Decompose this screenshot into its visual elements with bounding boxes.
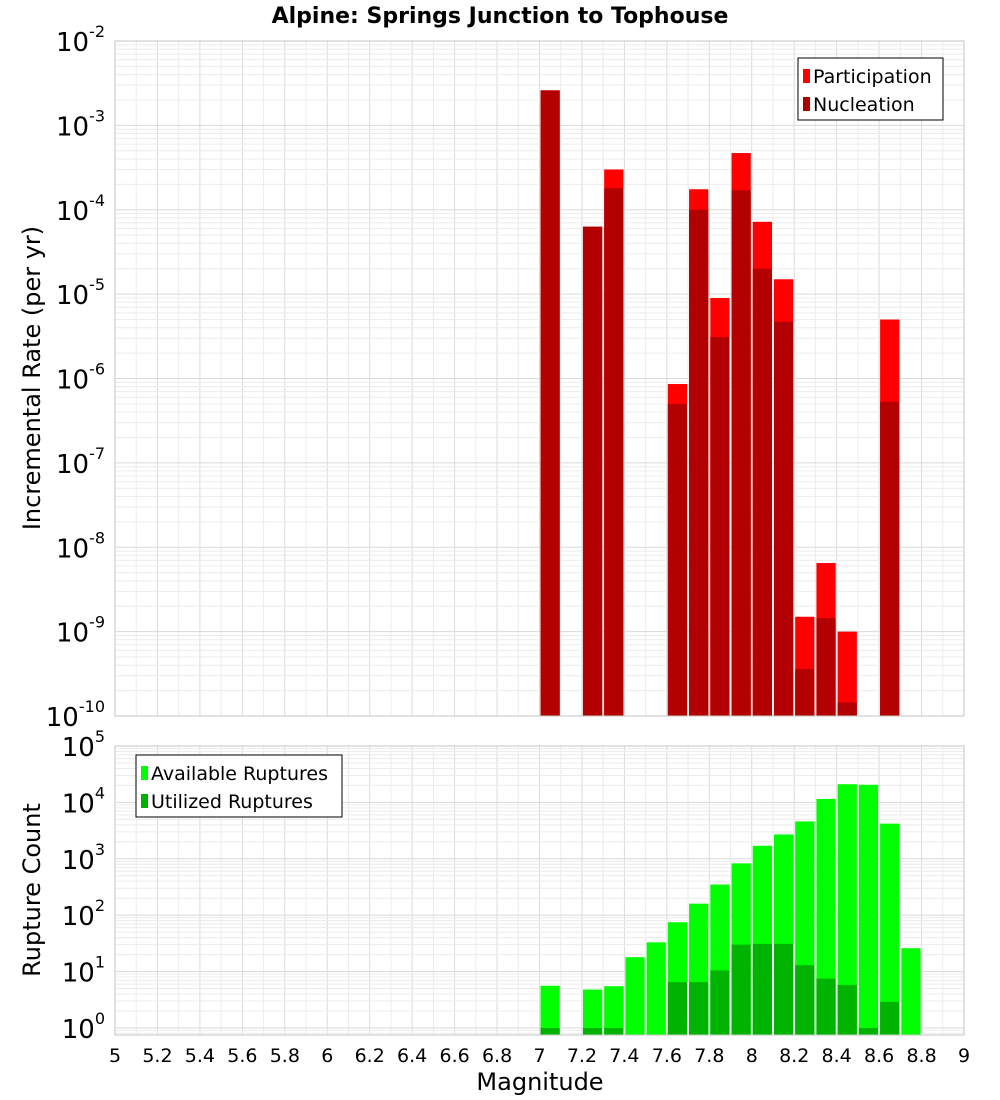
y-tick-label: 102 [62,896,105,932]
legend-box [797,57,944,121]
rate-bar-secondary [582,226,603,716]
count-bar-primary [816,798,836,1035]
plot-frame [114,40,965,717]
legend-swatch [803,69,810,83]
count-bar-primary [582,989,603,1035]
x-tick-label: 5.6 [227,1045,257,1067]
count-bar-primary [646,942,666,1035]
count-bar-secondary [604,1027,624,1035]
count-bar-secondary [540,1027,560,1035]
x-tick-label: 5.8 [270,1045,300,1067]
rate-bar-secondary [816,618,836,716]
x-tick-label: 8.6 [864,1045,894,1067]
x-tick-label: 6 [321,1045,333,1067]
count-bar-secondary [582,1027,603,1035]
count-bar-primary [858,784,879,1035]
y-tick-label: 104 [62,783,105,819]
y-tick-label: 10-9 [56,613,105,649]
x-tick-label: 7 [533,1045,545,1067]
rate-panel: 10-10 10-9 10-8 10-7 10-6 10-5 10-4 10-3 10-2 Inc… [18,22,965,733]
count-bar-secondary [880,1001,900,1035]
legend-swatch [141,766,148,780]
x-tick-label: 5 [109,1045,121,1067]
x-tick-label: 6.6 [439,1045,469,1067]
count-bar-secondary [731,944,751,1035]
count-bar-primary [880,823,900,1035]
legend-swatch [141,794,148,808]
x-tick-label: 8.4 [822,1045,852,1067]
y-tick-label: 101 [62,953,105,989]
x-tick-label: 8.2 [779,1045,809,1067]
y-tick-label: 10-8 [56,528,105,564]
count-bar-secondary [837,984,857,1035]
y-tick-label: 10-6 [56,360,105,396]
y-tick-label: 100 [62,1009,105,1045]
count-bar-secondary [858,1027,879,1035]
count-bar-secondary [816,978,836,1035]
x-tick-label: 7.8 [694,1045,724,1067]
rate-bar-secondary [752,268,772,716]
count-bar-primary [625,957,645,1035]
rate-bar-primary [837,631,857,716]
rate-y-axis-label: Incremental Rate (per yr) [18,226,46,530]
count-bar-secondary [710,970,730,1035]
y-tick-label: 103 [62,840,105,876]
x-tick-label: 7.6 [652,1045,682,1067]
count-y-axis-label: Rupture Count [18,803,46,977]
x-axis: 5 5.2 5.4 5.6 5.8 6 6.2 6.4 6.6 6.8 7 7.2 7.4 7.6 7.8 8… [109,1045,970,1067]
legend-swatch [803,97,810,111]
y-tick-label: 10-3 [56,106,105,142]
rate-bar-secondary [667,403,688,716]
rate-bar-secondary [773,321,794,716]
count-bar-secondary [795,965,815,1035]
rate-bar-secondary [837,702,857,716]
legend-entry: Utilized Ruptures [151,791,313,813]
x-tick-label: 5.4 [185,1045,215,1067]
count-bar-primary [540,985,560,1035]
x-axis-label: Magnitude [476,1068,603,1096]
count-bar-secondary [752,943,772,1035]
x-tick-label: 6.2 [355,1045,385,1067]
y-tick-label: 10-2 [56,22,105,58]
x-tick-label: 8.8 [906,1045,936,1067]
y-tick-label: 10-4 [56,191,105,227]
x-tick-label: 5.2 [142,1045,172,1067]
rate-bar-secondary [689,209,709,716]
x-tick-label: 7.4 [609,1045,639,1067]
legend-entry: Available Ruptures [151,763,328,785]
x-tick-label: 7.2 [567,1045,597,1067]
legend-entry: Participation [813,66,932,88]
x-tick-label: 9 [958,1045,970,1067]
x-tick-label: 8 [746,1045,758,1067]
rate-bar-secondary [604,188,624,717]
y-tick-label: 10-7 [56,444,105,480]
count-bar-primary [901,948,921,1035]
count-legend: Available Ruptures Utilized Ruptures [135,754,343,818]
rate-bar-secondary [710,337,730,716]
x-tick-label: 6.4 [397,1045,427,1067]
plot-frame [114,745,965,1036]
rate-legend: Participation Nucleation [797,57,944,121]
x-tick-label: 6.8 [482,1045,512,1067]
y-tick-label: 10-5 [56,275,105,311]
rate-bar-secondary [880,401,900,716]
chart-title: Alpine: Springs Junction to Tophouse [272,4,729,29]
legend-box [135,754,343,818]
count-bar-primary [604,986,624,1035]
rate-bar-secondary [795,669,815,716]
count-panel: 100 101 102 103 104 105 Rupture Count Available… [18,727,965,1045]
rate-bar-secondary [731,190,751,716]
count-bar-secondary [773,943,794,1035]
count-bar-primary [837,784,857,1035]
y-tick-label: 10-10 [46,697,105,733]
count-bar-secondary [689,982,709,1035]
y-tick-label: 105 [62,727,105,763]
rate-bar-secondary [540,90,560,716]
count-bar-secondary [667,982,688,1035]
legend-entry: Nucleation [813,94,915,116]
